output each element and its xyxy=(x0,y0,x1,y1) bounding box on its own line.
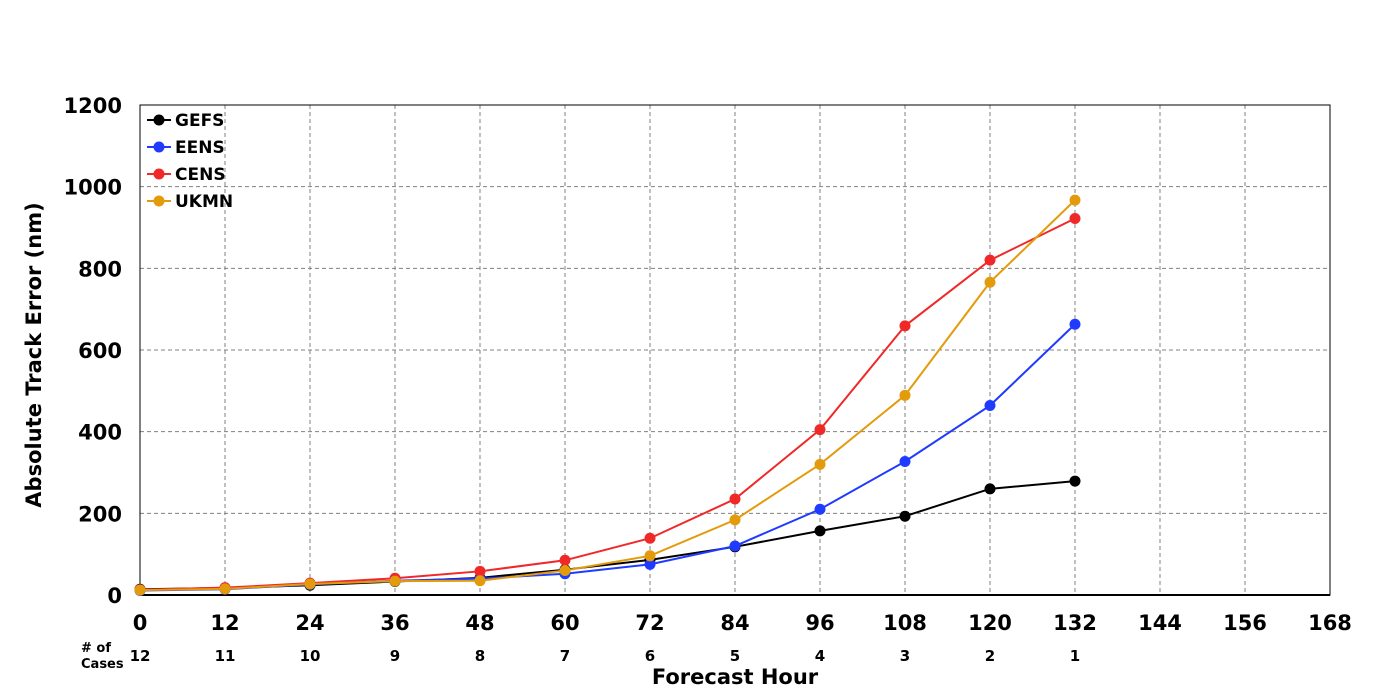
x-axis-label: Forecast Hour xyxy=(652,665,819,689)
legend-marker xyxy=(153,141,165,153)
case-count: 9 xyxy=(390,647,400,665)
legend-label: EENS xyxy=(175,138,225,158)
data-point-eens xyxy=(1069,318,1081,330)
x-tick-label: 72 xyxy=(635,611,664,635)
legend-marker xyxy=(153,195,165,207)
data-point-cens xyxy=(559,554,571,566)
data-point-ukmn xyxy=(984,276,996,288)
legend-item-ukmn: UKMN xyxy=(147,192,233,212)
x-tick-label: 84 xyxy=(720,611,749,635)
data-point-ukmn xyxy=(559,565,571,576)
series-gefs xyxy=(134,475,1081,595)
data-point-gefs xyxy=(1069,475,1081,487)
data-point-cens xyxy=(1069,213,1081,225)
x-tick-label: 36 xyxy=(380,611,409,635)
x-tick-label: 120 xyxy=(968,611,1012,635)
series-layer xyxy=(134,194,1081,597)
legend-marker xyxy=(153,114,165,126)
data-point-ukmn xyxy=(1069,194,1081,206)
data-point-gefs xyxy=(814,525,826,537)
legend-item-eens: EENS xyxy=(147,138,225,158)
data-point-ukmn xyxy=(644,550,656,562)
data-point-ukmn xyxy=(814,458,826,470)
data-point-cens xyxy=(729,493,741,505)
data-point-eens xyxy=(899,455,911,467)
data-point-eens xyxy=(729,540,741,552)
case-count: 5 xyxy=(730,647,740,665)
cases-label-line1: # of xyxy=(81,641,111,656)
cases-row: # of Cases 12 11 10 9 8 7 6 5 4 3 2 1 xyxy=(81,641,1080,672)
data-point-eens xyxy=(644,558,656,570)
data-point-eens xyxy=(984,400,996,412)
case-count: 3 xyxy=(900,647,910,665)
data-point-ukmn xyxy=(134,584,146,596)
case-count: 11 xyxy=(215,647,236,665)
data-point-eens xyxy=(814,503,826,515)
series-eens xyxy=(134,318,1081,597)
case-count: 6 xyxy=(645,647,655,665)
case-count: 8 xyxy=(475,647,485,665)
y-tick-label: 400 xyxy=(78,421,122,445)
data-point-gefs xyxy=(984,483,996,495)
legend: GEFS EENS CENS UKMN xyxy=(147,111,233,212)
data-point-ukmn xyxy=(474,575,486,587)
x-tick-label: 60 xyxy=(550,611,579,635)
data-point-ukmn xyxy=(729,514,741,526)
case-count: 10 xyxy=(300,647,321,665)
x-tick-label: 24 xyxy=(295,611,324,635)
case-count: 2 xyxy=(985,647,995,665)
case-count: 4 xyxy=(815,647,825,665)
series-cens xyxy=(134,213,1081,596)
data-point-cens xyxy=(814,424,826,436)
x-tick-label: 48 xyxy=(465,611,494,635)
y-tick-label: 0 xyxy=(107,584,122,608)
data-point-ukmn xyxy=(219,583,231,595)
x-tick-label: 0 xyxy=(133,611,148,635)
legend-label: CENS xyxy=(175,165,226,185)
series-ukmn xyxy=(134,194,1081,596)
x-tick-label: 12 xyxy=(210,611,239,635)
legend-label: GEFS xyxy=(175,111,224,131)
data-point-cens xyxy=(899,320,911,332)
x-tick-label: 168 xyxy=(1308,611,1352,635)
x-tick-label: 96 xyxy=(805,611,834,635)
legend-marker xyxy=(153,168,165,180)
y-tick-labels: 0 200 400 600 800 1000 1200 xyxy=(64,94,122,608)
case-count: 12 xyxy=(130,647,151,665)
y-tick-label: 1000 xyxy=(64,176,122,200)
x-tick-label: 108 xyxy=(883,611,927,635)
legend-label: UKMN xyxy=(175,192,233,212)
x-tick-labels: 0 12 24 36 48 60 72 84 96 108 120 132 144 156 168 xyxy=(133,611,1352,635)
data-point-ukmn xyxy=(389,575,401,587)
series-line-cens xyxy=(139,217,1076,591)
x-tick-label: 132 xyxy=(1053,611,1097,635)
series-line-eens xyxy=(139,323,1076,592)
x-tick-label: 144 xyxy=(1138,611,1182,635)
data-point-cens xyxy=(474,565,486,577)
y-axis-label: Absolute Track Error (nm) xyxy=(22,202,46,507)
data-point-cens xyxy=(644,532,656,544)
data-point-cens xyxy=(984,254,996,266)
legend-item-cens: CENS xyxy=(147,165,226,185)
y-tick-label: 600 xyxy=(78,339,122,363)
legend-item-gefs: GEFS xyxy=(147,111,224,131)
data-point-gefs xyxy=(899,510,911,522)
cases-label-line2: Cases xyxy=(81,657,124,672)
series-line-gefs xyxy=(139,480,1076,591)
x-tick-label: 156 xyxy=(1223,611,1267,635)
data-point-ukmn xyxy=(304,578,316,590)
case-count: 1 xyxy=(1070,647,1080,665)
y-tick-label: 800 xyxy=(78,257,122,281)
case-count: 7 xyxy=(560,647,570,665)
y-tick-label: 200 xyxy=(78,502,122,526)
series-line-ukmn xyxy=(139,199,1076,592)
y-tick-label: 1200 xyxy=(64,94,122,118)
data-point-ukmn xyxy=(899,389,911,401)
